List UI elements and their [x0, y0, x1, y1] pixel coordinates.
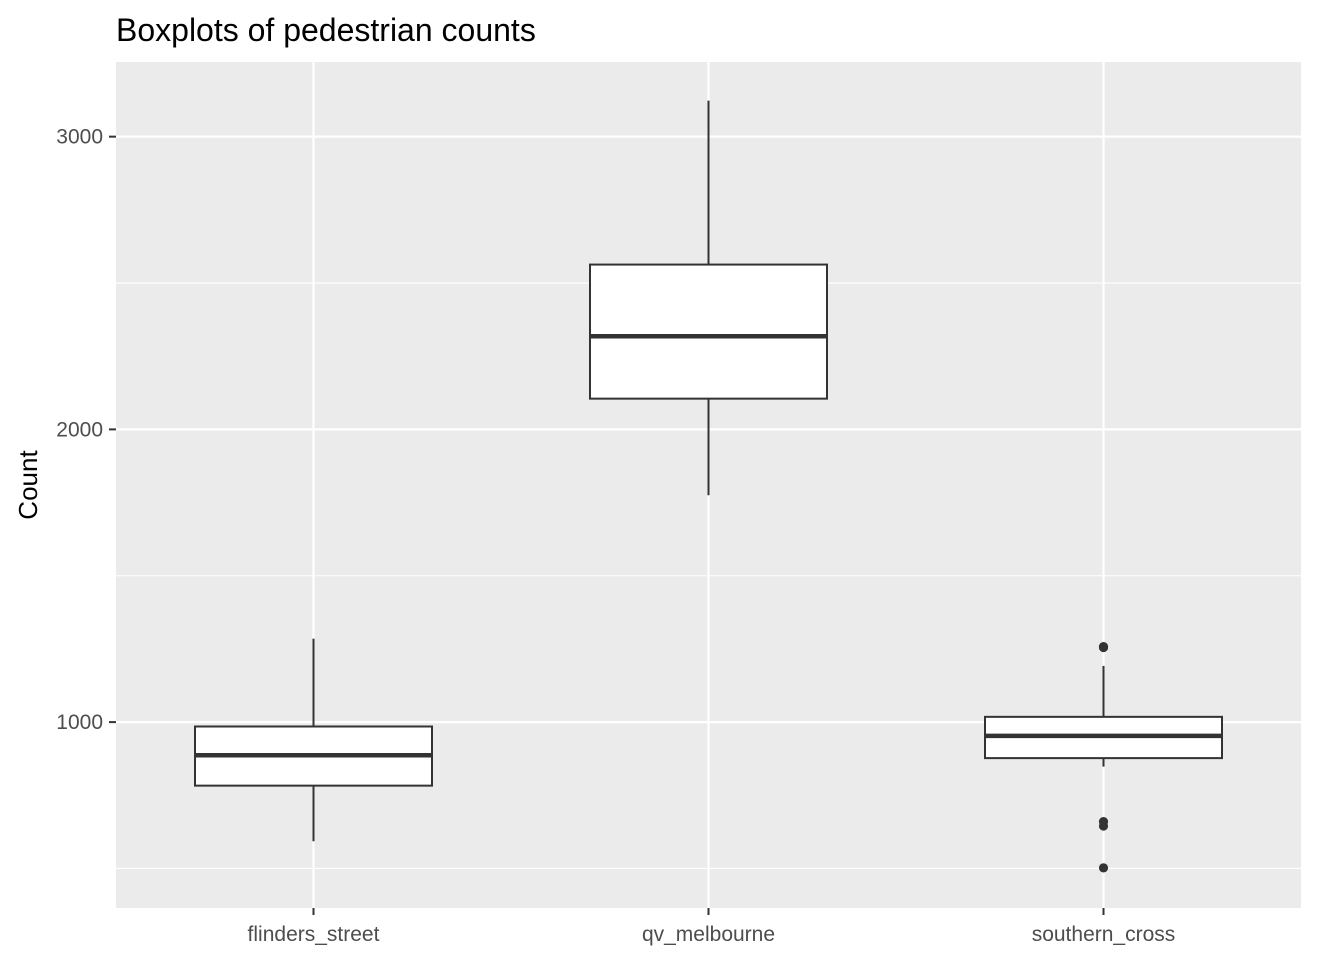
- outlier-point: [1098, 821, 1109, 831]
- box-southern_cross: [984, 641, 1223, 873]
- x-tick-label: southern_cross: [1032, 923, 1176, 946]
- y-axis-label: Count: [13, 450, 43, 520]
- box-iqr: [589, 263, 828, 400]
- y-tick-label: 1000: [56, 711, 103, 734]
- boxes-layer: [194, 100, 1223, 873]
- box-flinders_street: [194, 638, 433, 842]
- chart-title: Boxplots of pedestrian counts: [116, 12, 536, 48]
- axes-layer: 1000 2000 3000 flinders_street qv_melbourne s…: [56, 126, 1175, 946]
- y-tick-label: 3000: [56, 126, 103, 149]
- outlier-point: [1098, 863, 1109, 873]
- outlier-point: [1098, 641, 1109, 652]
- box-qv_melbourne: [589, 100, 828, 496]
- x-tick-label: qv_melbourne: [642, 923, 775, 946]
- y-tick-label: 2000: [56, 418, 103, 441]
- x-tick-label: flinders_street: [248, 923, 380, 946]
